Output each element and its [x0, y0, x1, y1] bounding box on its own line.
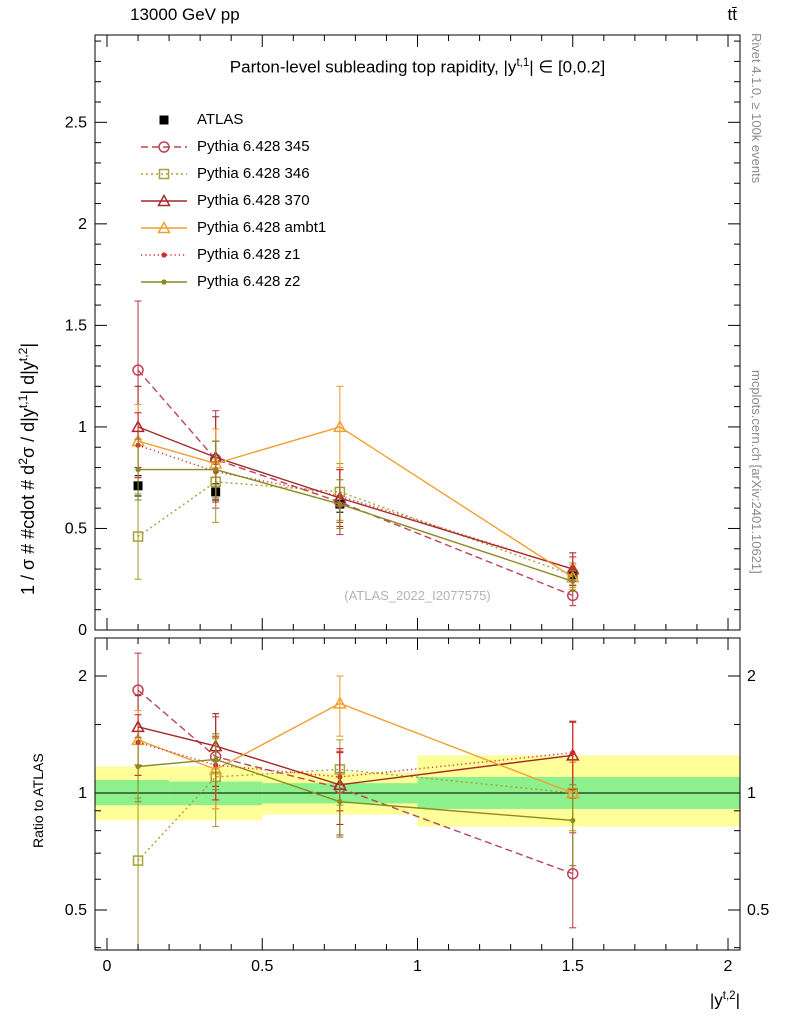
axis-ticks [95, 35, 740, 950]
marker [161, 278, 167, 285]
marker [213, 466, 219, 473]
legend-label: Pythia 6.428 z1 [197, 246, 301, 263]
legend: ATLAS Pythia 6.428 345 Pythia 6.428 346 Pyt… [140, 106, 326, 295]
legend-swatch-pythia-6-428-z1 [141, 251, 187, 258]
y-top-tick-label: 1 [78, 419, 87, 436]
series-pythia-6-428-370 [131, 385, 580, 586]
legend-item-pythia-6-428-ambt1: Pythia 6.428 ambt1 [140, 214, 326, 241]
label-text: | d|y [18, 361, 38, 395]
marker [132, 531, 144, 542]
marker [157, 220, 171, 233]
marker [161, 251, 167, 258]
analysis-id-watermark: (ATLAS_2022_I2077575) [344, 588, 491, 603]
tick-labels: 0 0.5 1 1.5 2 2.5 0.5 0.5 1 1 2 2 0 0.5 1 1.5 2 [65, 114, 770, 975]
y-ratio-tick-label-right: 0.5 [747, 902, 769, 919]
x-tick-label: 1 [413, 958, 422, 975]
marker [570, 578, 576, 584]
marker [132, 855, 144, 866]
label-superscript: 2 [16, 457, 30, 465]
x-tick-label: 0.5 [251, 958, 273, 975]
marker [159, 115, 169, 124]
legend-swatch-pythia-6-428-345 [141, 140, 187, 153]
legend-label: Pythia 6.428 370 [197, 192, 310, 209]
marker [213, 756, 219, 763]
series-pythia-6-428-z2 [134, 733, 577, 867]
label-text: Parton-level subleading top rapidity, |y [229, 57, 517, 77]
y-top-tick-label: 2.5 [65, 114, 87, 131]
y-top-tick-label: 2 [78, 216, 87, 233]
marker [337, 799, 343, 805]
legend-item-pythia-6-428-346: Pythia 6.428 346 [140, 160, 326, 187]
legend-item-pythia-6-428-z2: Pythia 6.428 z2 [140, 268, 326, 295]
y-axis-label-main: 1 / σ # #cdot # d2σ / d|yt,1| d|yt,2| [16, 343, 39, 595]
legend-label: Pythia 6.428 346 [197, 165, 310, 182]
y-ratio-tick-label-right: 1 [747, 785, 756, 802]
y-ratio-tick-label-left: 1 [78, 785, 87, 802]
label-text: | ∈ [0,0.2] [529, 57, 606, 77]
marker [570, 750, 576, 756]
mcplots-reference-label: mcplots.cern.ch [arXiv:2401.10621] [749, 370, 764, 574]
marker [135, 763, 141, 770]
marker [567, 867, 579, 880]
y-ratio-tick-label-left: 0.5 [65, 902, 87, 919]
label-text: σ / d|y [18, 408, 38, 458]
x-tick-label: 0 [103, 958, 112, 975]
legend-swatch-atlas [159, 115, 169, 124]
legend-swatch-pythia-6-428-370 [141, 193, 187, 206]
x-tick-label: 1.5 [562, 958, 584, 975]
label-superscript: t,2 [16, 347, 30, 362]
label-text: |y [709, 990, 723, 1010]
legend-item-pythia-6-428-370: Pythia 6.428 370 [140, 187, 326, 214]
process-label: tt̄ [727, 5, 737, 24]
label-text: | [18, 342, 38, 348]
marker [132, 684, 144, 696]
series-pythia-6-428-z2 [134, 438, 577, 592]
rivet-version-label: Rivet 4.1.0, ≥ 100k events [749, 33, 764, 184]
series-atlas [133, 475, 578, 580]
legend-swatch-pythia-6-428-346 [141, 168, 187, 179]
legend-label: Pythia 6.428 345 [197, 138, 310, 155]
y-axis-label-ratio: Ratio to ATLAS [30, 753, 46, 848]
x-tick-label: 2 [724, 958, 733, 975]
marker [157, 193, 171, 206]
legend-item-atlas: ATLAS [140, 106, 326, 133]
label-superscript: t,2 [722, 990, 736, 1002]
marker [158, 140, 170, 153]
series-pythia-6-428-ambt1 [131, 385, 580, 590]
y-top-tick-label: 0.5 [65, 520, 87, 537]
series-pythia-6-428-345 [132, 300, 579, 607]
marker [132, 364, 144, 376]
label-superscript: t,1 [16, 394, 30, 409]
label-superscript: t,1 [516, 57, 530, 69]
y-ratio-tick-label-right: 2 [747, 668, 756, 685]
y-ratio-tick-label-left: 2 [78, 668, 87, 685]
marker [337, 501, 343, 507]
marker [135, 466, 141, 473]
marker [158, 168, 170, 179]
y-top-tick-label: 0 [78, 622, 87, 639]
legend-label: Pythia 6.428 ambt1 [197, 219, 327, 236]
x-axis-label: |yt,2| [710, 990, 740, 1011]
series-pythia-6-428-346 [132, 440, 579, 588]
marker [570, 566, 576, 572]
y-top-tick-label: 1.5 [65, 317, 87, 334]
legend-item-pythia-6-428-z1: Pythia 6.428 z1 [140, 241, 326, 268]
legend-swatch-pythia-6-428-z2 [141, 278, 187, 285]
label-text: | [735, 990, 740, 1010]
marker [333, 419, 347, 433]
legend-label: Pythia 6.428 z2 [197, 273, 301, 290]
marker [570, 817, 576, 824]
label-text: 1 / σ # #cdot # d [18, 464, 38, 595]
legend-label: ATLAS [197, 111, 244, 128]
plot-title: Parton-level subleading top rapidity, |y… [95, 57, 740, 78]
beam-energy-label: 13000 GeV pp [130, 5, 240, 24]
marker [333, 696, 347, 709]
legend-swatch-pythia-6-428-ambt1 [141, 220, 187, 233]
legend-item-pythia-6-428-345: Pythia 6.428 345 [140, 133, 326, 160]
